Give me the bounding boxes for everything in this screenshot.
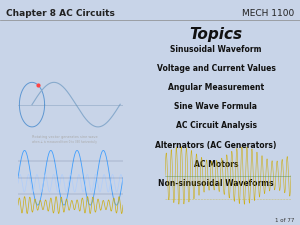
Text: Sinusoidal Waveform: Sinusoidal Waveform bbox=[170, 45, 262, 54]
Text: 1 of 77: 1 of 77 bbox=[274, 218, 294, 223]
Text: Angular Measurement: Angular Measurement bbox=[168, 83, 264, 92]
Text: Alternators (AC Generators): Alternators (AC Generators) bbox=[155, 141, 277, 150]
Text: Non-sinusoidal Waveforms: Non-sinusoidal Waveforms bbox=[158, 179, 274, 188]
Text: Voltage and Current Values: Voltage and Current Values bbox=[157, 64, 275, 73]
Text: Topics: Topics bbox=[189, 27, 243, 42]
Text: Rotating vector generates sine wave: Rotating vector generates sine wave bbox=[32, 135, 98, 139]
Text: Sine Wave Formula: Sine Wave Formula bbox=[175, 102, 257, 111]
Text: MECH 1100: MECH 1100 bbox=[242, 9, 294, 18]
Text: Chapter 8 AC Circuits: Chapter 8 AC Circuits bbox=[6, 9, 115, 18]
Text: when ∠ is measured from 0 to 360 horizontally: when ∠ is measured from 0 to 360 horizon… bbox=[32, 140, 97, 144]
Text: AC Circuit Analysis: AC Circuit Analysis bbox=[176, 122, 256, 130]
Text: AC Motors: AC Motors bbox=[194, 160, 238, 169]
